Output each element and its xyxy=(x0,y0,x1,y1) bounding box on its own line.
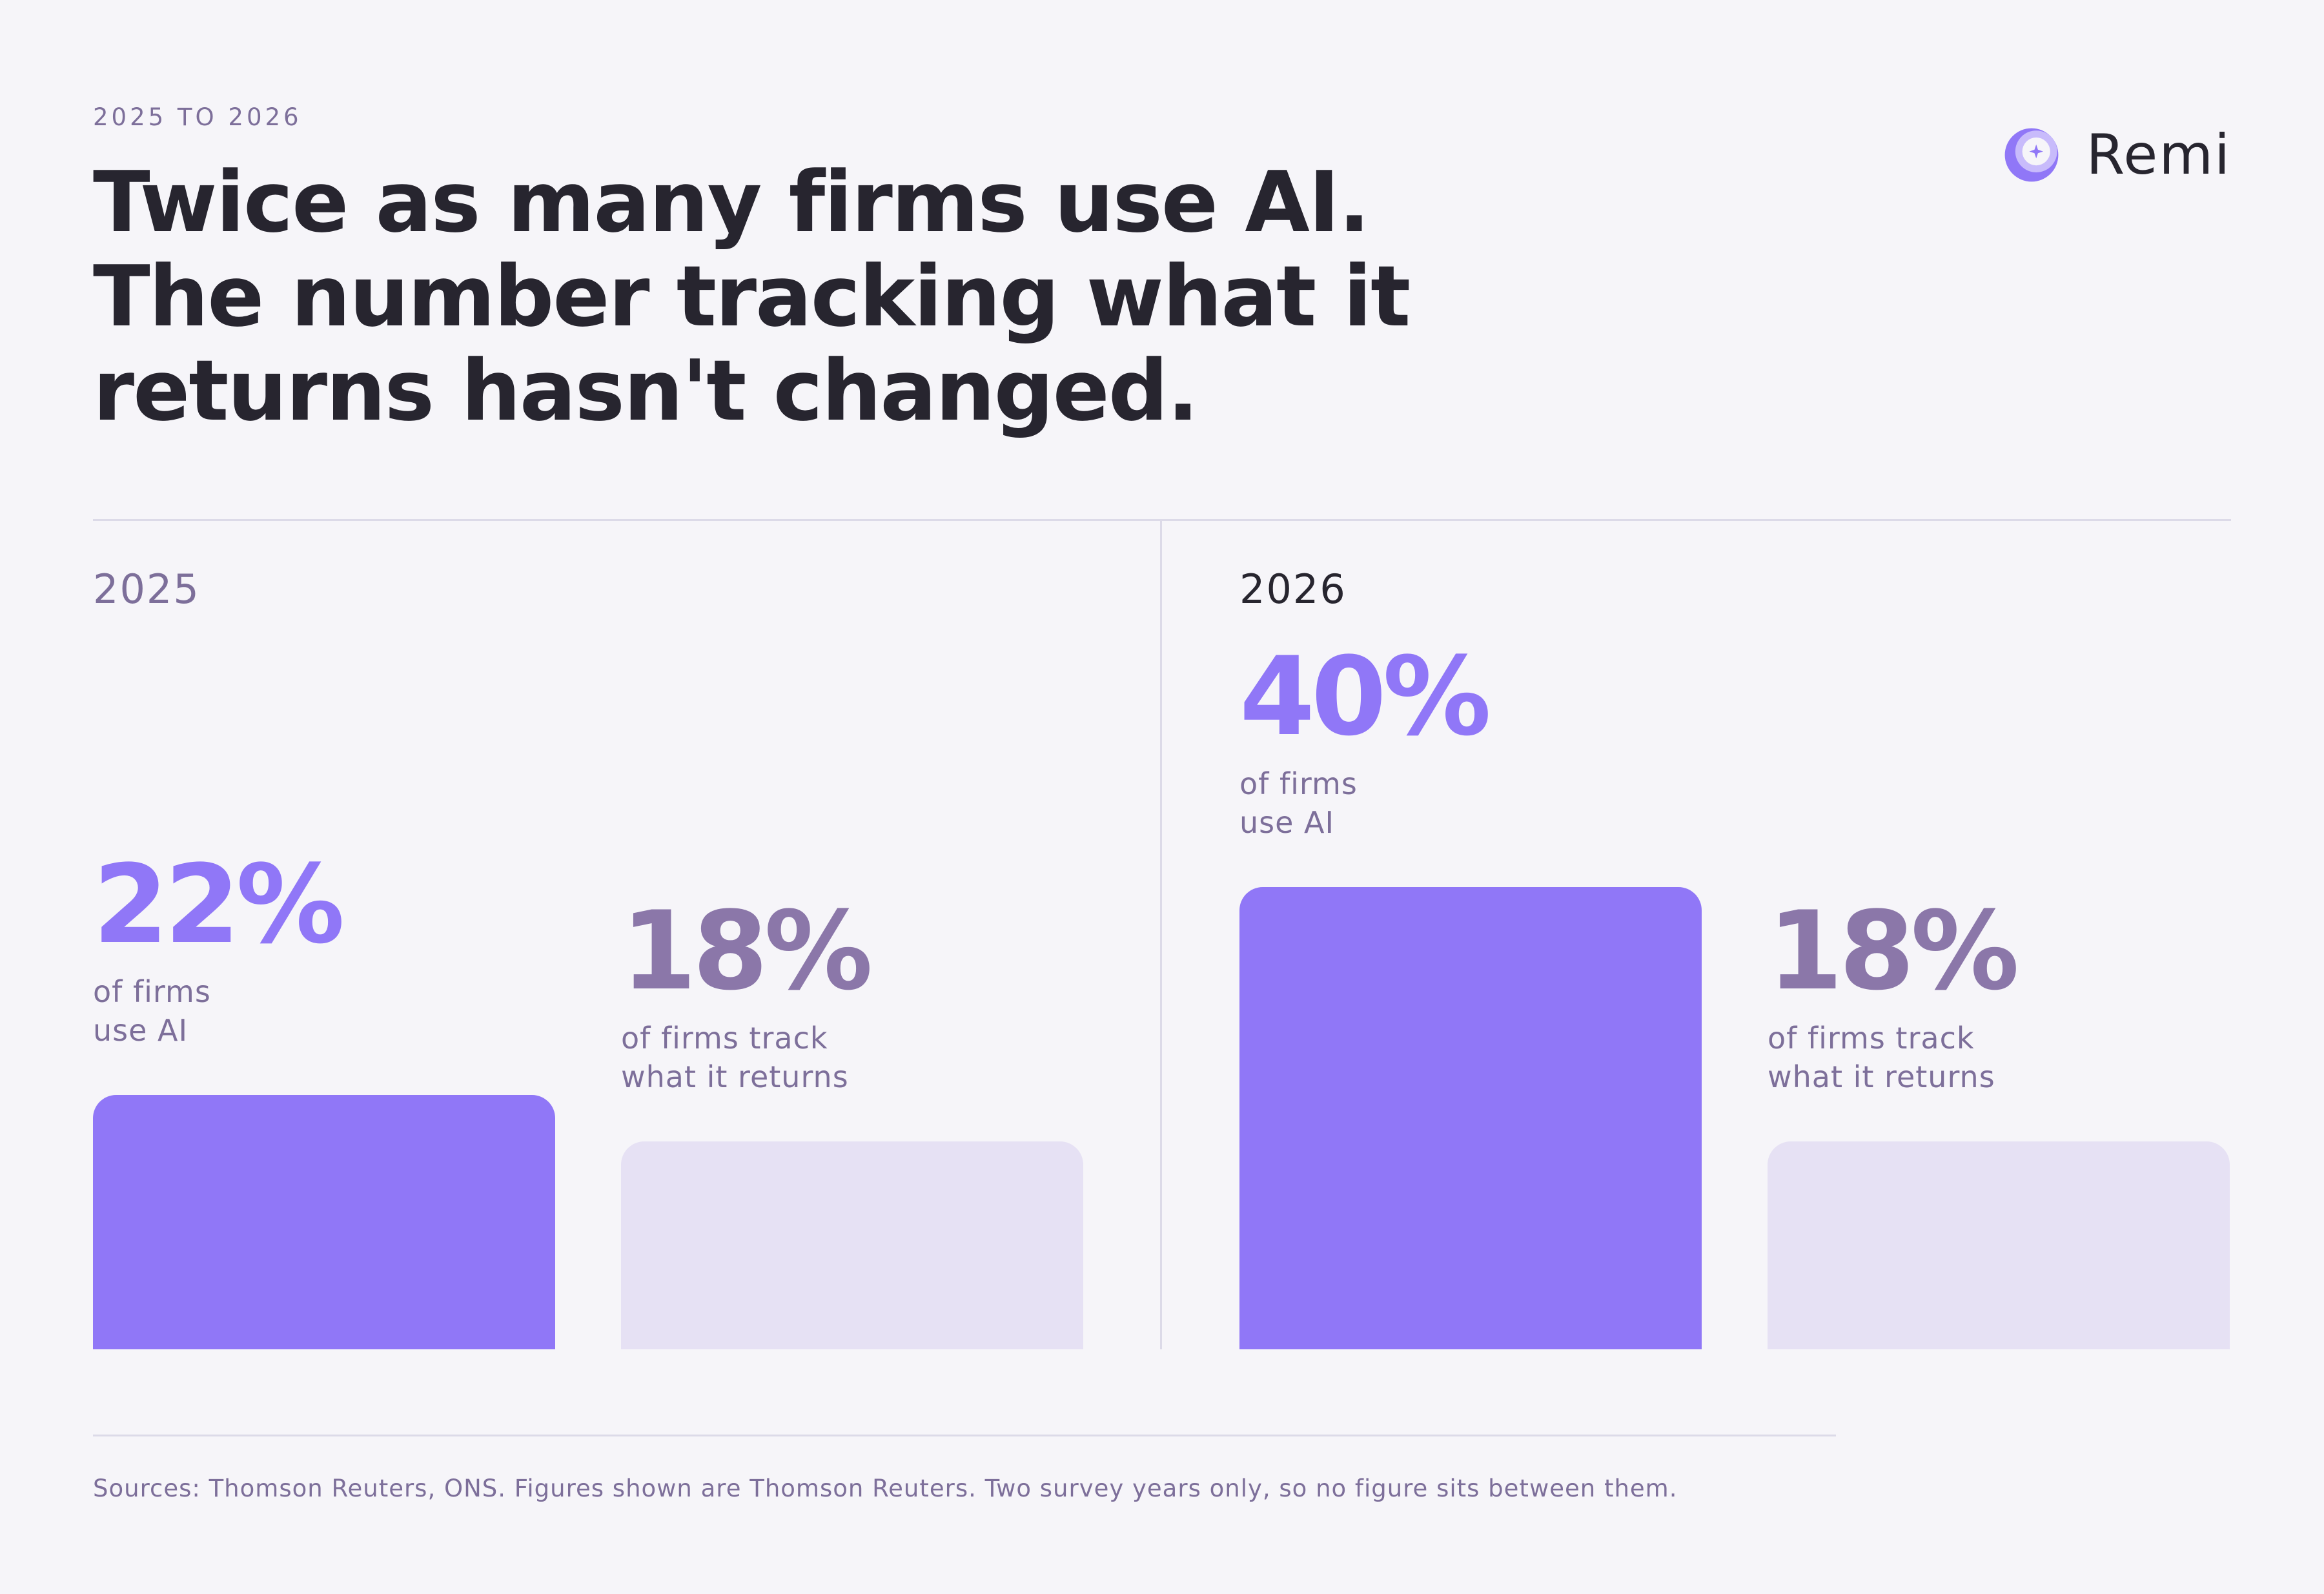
bar-2026-track-returns xyxy=(1768,1141,2230,1349)
remi-logo-icon xyxy=(2004,128,2058,182)
stat-label-line: of firms track xyxy=(1768,1020,1975,1056)
brand-name: Remi xyxy=(2086,123,2231,187)
stat-label: of firms track what it returns xyxy=(621,1019,1083,1096)
stat-2025-ai-use: 22% of firms use AI xyxy=(93,850,555,1050)
stat-value: 18% xyxy=(621,887,873,1014)
stat-label: of firms track what it returns xyxy=(1768,1019,2230,1096)
brand-logo: Remi xyxy=(2003,123,2231,187)
stat-2026-ai-use: 40% of firms use AI xyxy=(1239,642,1702,842)
stat-value: 40% xyxy=(1239,633,1491,760)
stat-label-line: of firms track xyxy=(621,1020,828,1056)
stat-label: of firms use AI xyxy=(93,972,555,1050)
stat-label-line: what it returns xyxy=(1768,1059,1995,1094)
stat-label-line: of firms xyxy=(93,974,211,1010)
panel-year-2026: 2026 xyxy=(1239,566,1347,613)
panel-year-2025: 2025 xyxy=(93,566,200,613)
stat-label: of firms use AI xyxy=(1239,764,1702,842)
stat-2025-track-returns: 18% of firms track what it returns xyxy=(621,896,1083,1096)
stat-label-line: of firms xyxy=(1239,766,1358,801)
sources-note: Sources: Thomson Reuters, ONS. Figures s… xyxy=(93,1475,1678,1502)
stat-label-line: use AI xyxy=(1239,805,1335,840)
stat-label-line: use AI xyxy=(93,1013,189,1048)
stat-value: 18% xyxy=(1768,887,2019,1014)
stat-value: 22% xyxy=(93,841,345,968)
panel-divider xyxy=(1160,520,1162,1349)
eyebrow-label: 2025 TO 2026 xyxy=(93,103,302,131)
bar-2025-ai-use xyxy=(93,1095,555,1349)
bottom-divider xyxy=(93,1435,1836,1436)
stat-2026-track-returns: 18% of firms track what it returns xyxy=(1768,896,2230,1096)
page-title: Twice as many firms use AI. The number t… xyxy=(93,153,1411,440)
stat-label-line: what it returns xyxy=(621,1059,849,1094)
bar-2026-ai-use xyxy=(1239,887,1702,1349)
top-divider xyxy=(93,519,2231,521)
bar-2025-track-returns xyxy=(621,1141,1083,1349)
